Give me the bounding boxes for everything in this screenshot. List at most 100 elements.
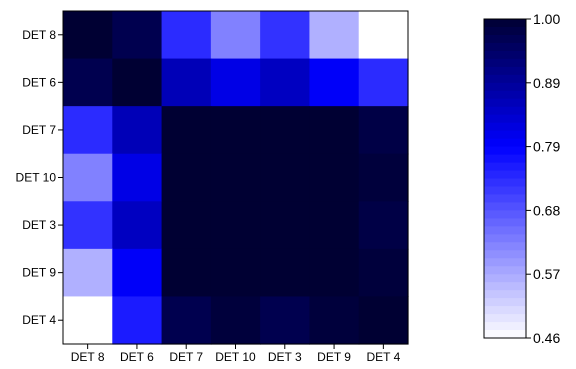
colorbar-segment bbox=[484, 266, 526, 275]
x-axis: DET 8 DET 6 DET 7 DET 10 DET 3 DET 9 DET 4 bbox=[71, 344, 401, 364]
heatmap-cells bbox=[63, 11, 409, 345]
colorbar-segment bbox=[484, 26, 526, 36]
heatmap-cell-r2-c1 bbox=[112, 106, 163, 155]
heatmap-cell-r5-c3 bbox=[210, 248, 261, 298]
colorbar-segment bbox=[484, 234, 526, 243]
colorbar-segment bbox=[484, 50, 526, 60]
heatmap-cell-r6-c1 bbox=[112, 296, 163, 345]
heatmap-cell-r5-c0 bbox=[63, 248, 113, 298]
x-tick-label: DET 8 bbox=[71, 350, 105, 364]
heatmap-cell-r4-c2 bbox=[161, 201, 212, 250]
heatmap-cell-r3-c6 bbox=[358, 153, 409, 202]
heatmap-cell-r2-c6 bbox=[358, 106, 409, 155]
heatmap-cell-r1-c2 bbox=[161, 58, 212, 107]
heatmap-cell-r4-c5 bbox=[309, 201, 360, 250]
colorbar-segment bbox=[484, 42, 526, 52]
colorbar-tick-label: 0.46 bbox=[533, 330, 560, 346]
colorbar-tick-label: 0.57 bbox=[533, 266, 560, 282]
heatmap-cell-r4-c6 bbox=[358, 201, 409, 250]
colorbar-segment bbox=[484, 258, 526, 267]
colorbar-segment bbox=[484, 282, 526, 291]
colorbar-tick-label: 0.89 bbox=[533, 75, 560, 91]
heatmap-cell-r3-c2 bbox=[161, 153, 212, 202]
heatmap-cell-r2-c3 bbox=[210, 106, 261, 155]
colorbar-segment bbox=[484, 194, 526, 204]
heatmap-cell-r6-c5 bbox=[309, 296, 360, 345]
heatmap-cell-r1-c4 bbox=[260, 58, 311, 107]
heatmap-cell-r6-c2 bbox=[161, 296, 212, 345]
colorbar-segment bbox=[484, 306, 526, 315]
heatmap-cell-r1-c3 bbox=[210, 58, 261, 107]
colorbar-segment bbox=[484, 66, 526, 76]
colorbar-segment bbox=[484, 34, 526, 44]
colorbar-segment bbox=[484, 106, 526, 116]
heatmap-cell-r3-c0 bbox=[63, 153, 113, 202]
colorbar-segment bbox=[484, 242, 526, 251]
heatmap-cell-r4-c3 bbox=[210, 201, 261, 250]
heatmap-cell-r1-c0 bbox=[63, 58, 113, 107]
heatmap-cell-r0-c1 bbox=[112, 11, 163, 60]
heatmap-cell-r2-c5 bbox=[309, 106, 360, 155]
colorbar-segment bbox=[484, 210, 526, 219]
colorbar-segment bbox=[484, 154, 526, 164]
colorbar-segment bbox=[484, 290, 526, 299]
y-tick-label: DET 3 bbox=[22, 218, 56, 232]
colorbar-segment bbox=[484, 98, 526, 108]
colorbar-segment bbox=[484, 122, 526, 132]
heatmap-cell-r1-c1 bbox=[112, 58, 163, 107]
heatmap-cell-r2-c2 bbox=[161, 106, 212, 155]
heatmap-cell-r0-c5 bbox=[309, 11, 360, 60]
heatmap-cell-r2-c0 bbox=[63, 106, 113, 155]
heatmap-cell-r5-c1 bbox=[112, 248, 163, 298]
heatmap-cell-r3-c5 bbox=[309, 153, 360, 202]
heatmap-cell-r4-c1 bbox=[112, 201, 163, 250]
x-tick-label: DET 10 bbox=[215, 350, 256, 364]
colorbar-segment bbox=[484, 114, 526, 124]
y-tick-label: DET 4 bbox=[22, 313, 56, 327]
heatmap-cell-r6-c4 bbox=[260, 296, 311, 345]
colorbar-segment bbox=[484, 186, 526, 196]
colorbar-segment bbox=[484, 146, 526, 156]
heatmap-cell-r3-c3 bbox=[210, 153, 261, 202]
heatmap-cell-r0-c4 bbox=[260, 11, 311, 60]
colorbar-segment bbox=[484, 74, 526, 84]
colorbar-segment bbox=[484, 298, 526, 307]
colorbar-segment bbox=[484, 330, 526, 339]
heatmap-cell-r5-c2 bbox=[161, 248, 212, 298]
x-tick-label: DET 4 bbox=[366, 350, 400, 364]
heatmap-cell-r3-c1 bbox=[112, 153, 163, 202]
heatmap-cell-r4-c4 bbox=[260, 201, 311, 250]
colorbar-segment bbox=[484, 170, 526, 180]
colorbar-segment bbox=[484, 178, 526, 188]
colorbar-segment bbox=[484, 19, 526, 28]
y-tick-label: DET 7 bbox=[22, 123, 56, 137]
heatmap-cell-r0-c2 bbox=[161, 11, 212, 60]
y-tick-label: DET 10 bbox=[16, 171, 57, 185]
colorbar-segment bbox=[484, 314, 526, 323]
heatmap-cell-r0-c6 bbox=[358, 11, 409, 60]
heatmap-cell-r6-c3 bbox=[210, 296, 261, 345]
heatmap-cell-r4-c0 bbox=[63, 201, 113, 250]
heatmap-cell-r5-c5 bbox=[309, 248, 360, 298]
heatmap-cell-r6-c0 bbox=[63, 296, 113, 345]
colorbar-tick-label: 1.00 bbox=[533, 11, 560, 27]
colorbar-segment bbox=[484, 202, 526, 211]
heatmap-cell-r3-c4 bbox=[260, 153, 311, 202]
heatmap-cell-r1-c6 bbox=[358, 58, 409, 107]
heatmap-cell-r5-c6 bbox=[358, 248, 409, 298]
heatmap-cell-r2-c4 bbox=[260, 106, 311, 155]
colorbar-segment bbox=[484, 226, 526, 235]
colorbar-segment bbox=[484, 82, 526, 92]
heatmap-cell-r0-c0 bbox=[63, 11, 113, 60]
x-tick-label: DET 6 bbox=[120, 350, 154, 364]
x-tick-label: DET 7 bbox=[169, 350, 203, 364]
heatmap-cell-r6-c6 bbox=[358, 296, 409, 345]
heatmap-cell-r5-c4 bbox=[260, 248, 311, 298]
y-tick-label: DET 6 bbox=[22, 75, 56, 89]
x-tick-label: DET 9 bbox=[317, 350, 351, 364]
colorbar: 1.00 0.89 0.79 0.68 0.57 0.46 bbox=[483, 11, 560, 346]
colorbar-segment bbox=[484, 58, 526, 68]
y-axis: DET 8 DET 6 DET 7 DET 10 DET 3 DET 9 DET 4 bbox=[16, 28, 63, 327]
x-tick-label: DET 3 bbox=[268, 350, 302, 364]
